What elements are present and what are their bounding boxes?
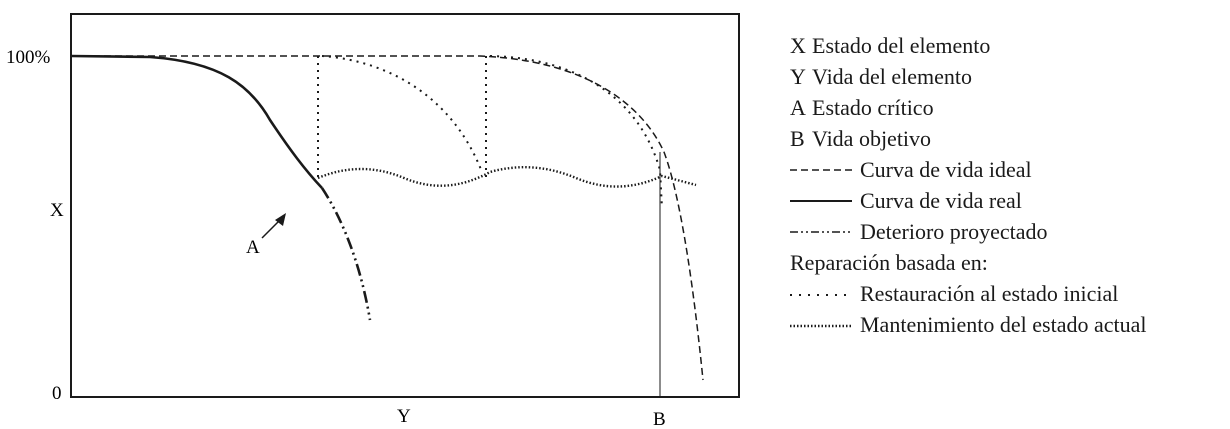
plot-frame <box>70 13 740 398</box>
dense-dotted-line-swatch <box>790 319 852 331</box>
life-curve-diagram: 100% 0 X Y B A <box>6 13 740 429</box>
legend-line-ideal: Curva de vida ideal <box>790 154 1230 185</box>
a-label: A <box>246 237 260 258</box>
legend-key: Y <box>790 63 806 89</box>
a-arrowhead <box>275 213 286 226</box>
legend-heading-text: Reparación basada en: <box>790 249 988 275</box>
legend-text: Mantenimiento del estado actual <box>860 311 1147 337</box>
legend-repair-maintenance: Mantenimiento del estado actual <box>790 309 1230 340</box>
restoration-curve-2 <box>489 55 663 209</box>
a-arrow <box>261 219 281 239</box>
legend-item-a: A Estado crítico <box>790 92 1230 123</box>
legend-text: Curva de vida real <box>860 187 1022 213</box>
legend-text: Estado crítico <box>812 94 934 120</box>
real-life-curve <box>70 54 323 189</box>
y-top-label: 100% <box>6 47 51 68</box>
x-axis-label: Y <box>397 406 411 427</box>
legend-text: Restauración al estado inicial <box>860 280 1119 306</box>
y-bottom-label: 0 <box>52 383 62 404</box>
ideal-life-curve <box>71 55 704 381</box>
dashdot-line-swatch <box>790 226 852 238</box>
legend-item-b: B Vida objetivo <box>790 123 1230 154</box>
restoration-curve-1 <box>321 55 483 173</box>
projected-deterioration-curve <box>320 187 372 321</box>
legend-key: A <box>790 94 806 120</box>
legend-text: Estado del elemento <box>812 32 991 58</box>
solid-line-swatch <box>790 195 852 207</box>
legend-key: B <box>790 125 805 151</box>
legend-key: X <box>790 32 806 58</box>
legend-text: Deterioro proyectado <box>860 218 1048 244</box>
sparse-dotted-line-swatch <box>790 288 852 300</box>
legend-text: Vida del elemento <box>812 63 972 89</box>
legend-text: Curva de vida ideal <box>860 156 1032 182</box>
legend-line-projected: Deterioro proyectado <box>790 216 1230 247</box>
legend-item-x: X Estado del elemento <box>790 30 1230 61</box>
b-label: B <box>653 409 666 429</box>
legend-repair-restoration: Restauración al estado inicial <box>790 278 1230 309</box>
legend: X Estado del elemento Y Vida del element… <box>790 30 1230 340</box>
legend-text: Vida objetivo <box>812 125 932 151</box>
dashed-line-swatch <box>790 164 852 176</box>
legend-line-real: Curva de vida real <box>790 185 1230 216</box>
maintenance-wave-curve <box>317 166 697 188</box>
legend-repair-heading: Reparación basada en: <box>790 247 1230 278</box>
legend-item-y: Y Vida del elemento <box>790 61 1230 92</box>
y-axis-label: X <box>50 200 64 221</box>
